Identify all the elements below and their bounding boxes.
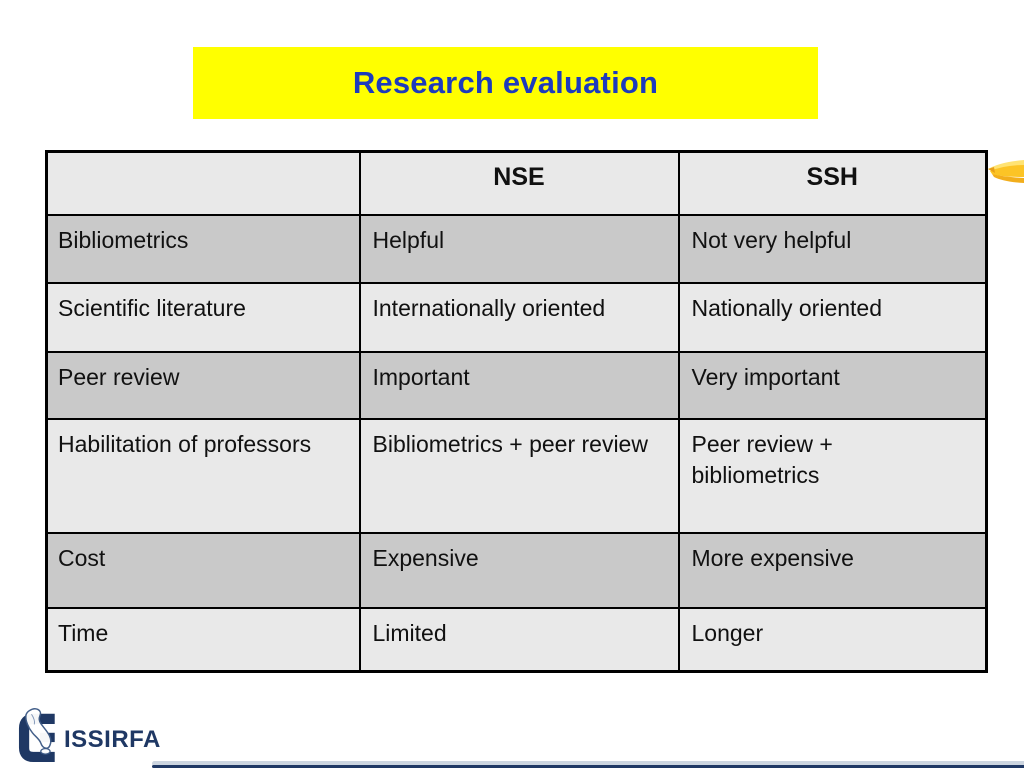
row-label-cell: Habilitation of professors — [45, 417, 361, 534]
nse-cell: Bibliometrics + peer review — [358, 417, 680, 534]
ssh-cell: Very important — [677, 350, 988, 420]
row-label-cell: Bibliometrics — [45, 213, 361, 284]
header-cell-nse: NSE — [358, 150, 680, 216]
header-cell-empty — [45, 150, 361, 216]
nse-cell: Expensive — [358, 531, 680, 609]
nse-cell: Internationally oriented — [358, 281, 680, 353]
row-label-cell: Peer review — [45, 350, 361, 420]
slide-title: Research evaluation — [352, 65, 659, 100]
footer-accent-bar — [152, 765, 1024, 768]
nse-cell: Important — [358, 350, 680, 420]
table-row: Cost Expensive More expensive — [45, 531, 988, 609]
issirfa-logo-text: ISSIRFA — [64, 726, 161, 753]
ssh-cell: More expensive — [677, 531, 988, 609]
table-row: Time Limited Longer — [45, 606, 988, 673]
header-cell-ssh: SSH — [677, 150, 988, 216]
table-header-row: NSE SSH — [45, 150, 988, 216]
ssh-cell: Longer — [677, 606, 988, 673]
comparison-table: NSE SSH Bibliometrics Helpful Not very h… — [45, 150, 988, 673]
row-label-cell: Cost — [45, 531, 361, 609]
nse-cell: Helpful — [358, 213, 680, 284]
nse-cell: Limited — [358, 606, 680, 673]
table-row: Peer review Important Very important — [45, 350, 988, 420]
table-row: Bibliometrics Helpful Not very helpful — [45, 213, 988, 284]
title-banner: Research evaluation — [193, 47, 818, 119]
pencil-icon — [986, 154, 1024, 190]
ssh-cell: Nationally oriented — [677, 281, 988, 353]
table-row: Scientific literature Internationally or… — [45, 281, 988, 353]
row-label-cell: Time — [45, 606, 361, 673]
ssh-cell: Not very helpful — [677, 213, 988, 284]
ssh-cell: Peer review + bibliometrics — [677, 417, 988, 534]
row-label-cell: Scientific literature — [45, 281, 361, 353]
footer-bar — [152, 761, 1024, 766]
table-row: Habilitation of professors Bibliometrics… — [45, 417, 988, 534]
issirfa-logo-icon — [12, 705, 64, 768]
